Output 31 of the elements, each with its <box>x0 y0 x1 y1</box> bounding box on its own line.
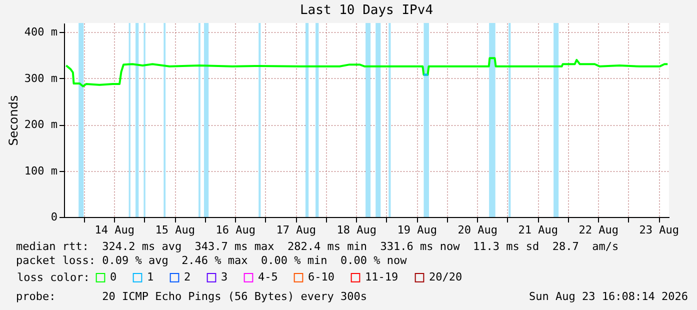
legend-label: 0 <box>110 270 117 284</box>
text: median rtt: 324.2 ms avg 343.7 ms max 282.4 ms min 331.6 ms now 11.3 ms sd 28.7 am/s <box>16 240 619 253</box>
y-tick-label: 0 <box>50 210 58 224</box>
x-tick-label: 21 Aug <box>518 224 558 236</box>
x-tick-label: 15 Aug <box>155 224 195 236</box>
x-tick-label: 18 Aug <box>336 224 376 236</box>
x-tick-label: 20 Aug <box>458 224 498 236</box>
legend-label: 2 <box>184 270 191 284</box>
x-tick-label: 22 Aug <box>578 224 618 236</box>
line-series <box>65 57 669 88</box>
legend-label: 20/20 <box>429 270 462 284</box>
x-tick-label: 16 Aug <box>216 224 256 236</box>
y-tick-label: 200 m <box>24 118 58 132</box>
y-tick-label: 100 m <box>24 164 58 178</box>
y-axis-title: Seconds <box>6 95 20 146</box>
chart-title: Last 10 Days IPv4 <box>300 3 434 18</box>
x-tick-label: 17 Aug <box>276 224 316 236</box>
text: packet loss: 0.09 % avg 2.46 % max 0.00 % min 0.00 % now <box>16 254 407 267</box>
y-tick-label: 300 m <box>24 72 58 85</box>
text: Sun Aug 23 16:08:14 2026 <box>529 290 688 303</box>
text: probe: 20 ICMP Echo Pings (56 Bytes) every 300s <box>16 290 367 303</box>
y-tick-label: 400 m <box>24 26 58 39</box>
x-tick-label: 19 Aug <box>397 224 437 236</box>
x-tick-label: 23 Aug <box>639 224 679 236</box>
legend-label: 11-19 <box>365 270 398 284</box>
x-tick-label: 14 Aug <box>94 224 134 236</box>
legend-title: loss color: <box>17 271 90 284</box>
legend-label: 3 <box>221 270 228 284</box>
legend-label: 4-5 <box>258 270 278 284</box>
legend-label: 6-10 <box>308 270 334 284</box>
legend-label: 1 <box>147 270 154 284</box>
